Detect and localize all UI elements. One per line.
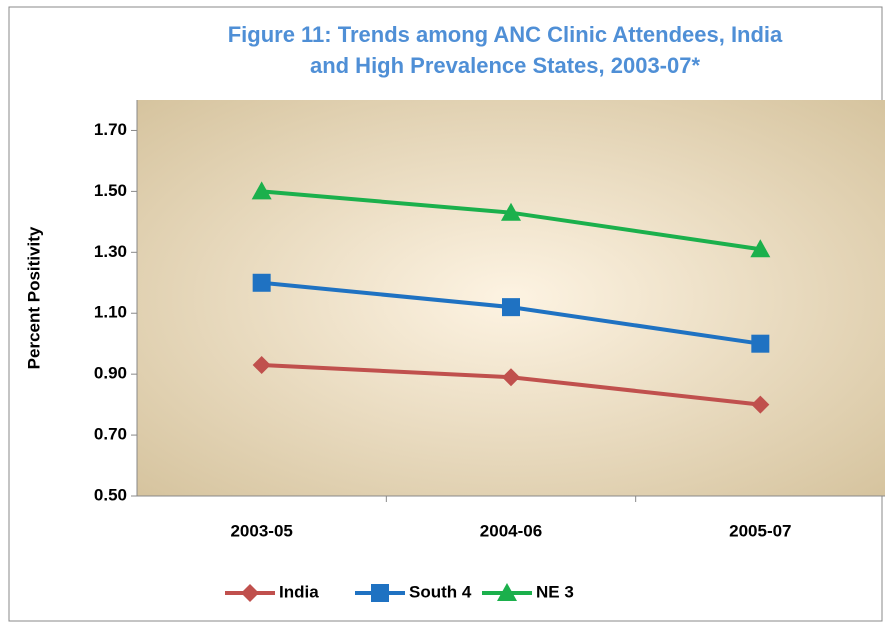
legend-marker [497, 583, 517, 601]
legend-label: NE 3 [536, 582, 574, 601]
y-tick-label: 0.90 [94, 364, 127, 383]
data-point [751, 334, 770, 353]
data-point [252, 273, 271, 292]
plot-area [137, 100, 885, 496]
y-tick-label: 0.70 [94, 425, 127, 444]
legend-label: India [279, 582, 319, 601]
x-tick-label: 2003-05 [230, 521, 292, 540]
data-point [501, 202, 521, 221]
y-tick-label: 0.50 [94, 485, 127, 504]
data-point [502, 298, 520, 317]
y-tick-label: 1.10 [94, 303, 127, 322]
data-point [251, 181, 272, 200]
data-point [502, 368, 520, 387]
data-point [751, 395, 770, 414]
y-tick-label: 1.50 [94, 181, 127, 200]
legend-marker [371, 584, 389, 602]
legend-label: South 4 [409, 582, 472, 601]
y-axis-label: Percent Positivity [24, 226, 43, 369]
y-tick-label: 1.30 [94, 242, 127, 261]
data-point [750, 239, 771, 258]
y-tick-label: 1.70 [94, 120, 127, 139]
chart-title: and High Prevalence States, 2003-07* [310, 53, 701, 78]
chart-title: Figure 11: Trends among ANC Clinic Atten… [228, 22, 783, 47]
legend-marker [241, 584, 259, 602]
data-point [252, 356, 271, 375]
x-tick-label: 2005-07 [729, 521, 791, 540]
x-tick-label: 2004-06 [480, 521, 542, 540]
